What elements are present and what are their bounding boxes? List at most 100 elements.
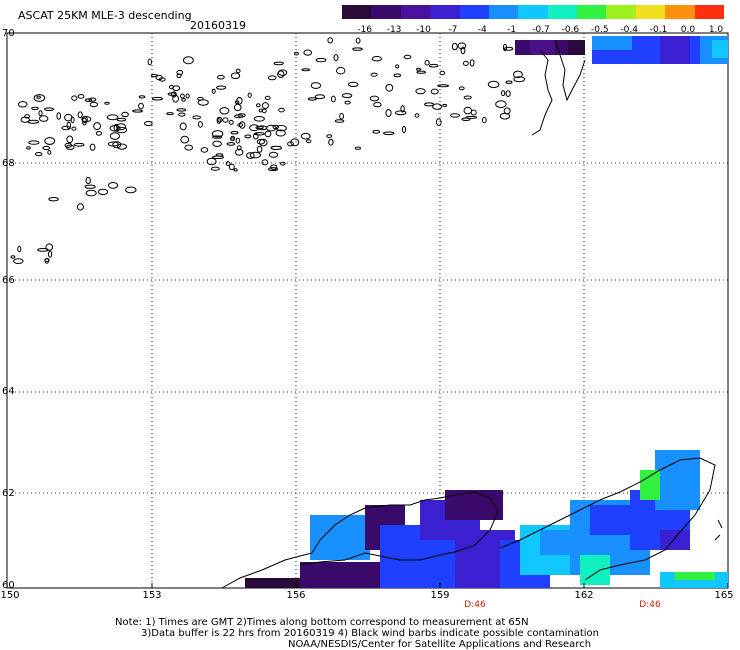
lake-outline xyxy=(501,90,506,97)
lake-outline xyxy=(481,117,487,124)
lake-outline xyxy=(117,143,127,150)
lat-label-66: 66 xyxy=(2,275,15,286)
lake-outline xyxy=(89,101,99,108)
lake-outline xyxy=(487,80,500,89)
colorbar-swatch xyxy=(400,5,431,19)
lake-outline xyxy=(354,146,361,150)
lake-outline xyxy=(300,132,311,140)
lake-outline xyxy=(216,85,227,90)
lake-outline xyxy=(465,115,478,119)
lake-outline xyxy=(84,184,96,189)
lake-outline xyxy=(184,144,193,151)
lake-outline xyxy=(457,42,467,50)
lake-outline xyxy=(416,67,421,71)
lake-outline xyxy=(64,113,73,122)
lake-outline xyxy=(372,129,381,134)
lake-outline xyxy=(253,116,265,122)
lake-outline xyxy=(234,114,244,119)
lake-outline xyxy=(112,141,122,149)
lake-outlines xyxy=(10,37,526,265)
lake-outline xyxy=(200,147,209,153)
colorbar-label: 0.0 xyxy=(680,25,696,35)
lake-outline xyxy=(327,37,334,44)
colorbar-label: -4 xyxy=(477,25,487,35)
lake-outline xyxy=(505,80,513,84)
lon-label-159: 159 xyxy=(430,590,450,601)
note-line-3: NOAA/NESDIS/Center for Satellite Applica… xyxy=(288,639,592,650)
lake-outline xyxy=(352,47,363,51)
lake-outline xyxy=(430,88,439,95)
colorbar-label: -1 xyxy=(507,25,517,35)
lake-outline xyxy=(235,137,241,144)
lon-label-150: 150 xyxy=(0,590,20,601)
lake-outline xyxy=(178,112,186,117)
lake-outline xyxy=(385,83,394,92)
lat-label-64: 64 xyxy=(2,386,15,397)
lake-outline xyxy=(65,144,75,151)
lake-outline xyxy=(230,72,241,80)
lake-outline xyxy=(256,145,263,153)
lake-outline xyxy=(460,46,466,55)
lake-outline xyxy=(10,255,16,259)
lake-outline xyxy=(225,161,231,167)
lat-label-62: 62 xyxy=(2,488,15,499)
lake-outline xyxy=(326,134,333,139)
lake-outline xyxy=(303,49,313,56)
colorbar-label: -0.4 xyxy=(620,25,638,35)
lake-outline xyxy=(385,109,392,117)
lake-outline xyxy=(237,123,244,127)
lake-outline xyxy=(347,81,359,88)
lake-outline xyxy=(373,101,382,108)
lake-outline xyxy=(230,137,235,141)
lake-outline xyxy=(278,69,288,76)
lake-outline xyxy=(429,63,439,68)
lake-outline xyxy=(132,109,144,113)
lake-outline xyxy=(290,138,300,147)
lat-label-68: 68 xyxy=(2,158,15,169)
colorbar-label: -0.7 xyxy=(532,25,550,35)
lake-outline xyxy=(314,94,325,100)
lon-label-156: 156 xyxy=(286,590,306,601)
lake-outline xyxy=(121,111,129,118)
lake-outline xyxy=(268,167,278,172)
lake-outline xyxy=(88,97,97,102)
lake-outline xyxy=(116,117,127,122)
lake-outline xyxy=(261,159,269,166)
lake-outline xyxy=(458,86,465,91)
lake-outline xyxy=(432,103,443,110)
lake-outline xyxy=(222,117,229,123)
lake-outline xyxy=(66,121,72,130)
lake-outline xyxy=(513,70,523,79)
lake-outline xyxy=(339,112,345,120)
lake-outline xyxy=(233,103,242,112)
lake-outline xyxy=(228,163,235,171)
lake-outline xyxy=(502,43,508,52)
colorbar-swatch xyxy=(577,5,607,19)
lake-outline xyxy=(235,68,241,74)
colorbar-label: -13 xyxy=(386,25,402,35)
lake-outline xyxy=(180,135,190,144)
lake-outline xyxy=(470,109,477,116)
lake-outline xyxy=(469,59,475,67)
lake-outline xyxy=(45,243,54,251)
lake-outline xyxy=(206,157,217,166)
colorbar-swatch xyxy=(547,5,578,19)
lake-outline xyxy=(34,152,43,157)
colorbar-label: -16 xyxy=(357,25,373,35)
lake-outline xyxy=(463,106,473,115)
lake-outline xyxy=(261,108,267,114)
lake-outline xyxy=(108,182,119,189)
lake-outline xyxy=(71,126,77,131)
colorbar-swatch xyxy=(665,5,696,19)
lake-outline xyxy=(77,111,83,119)
lake-outline xyxy=(328,138,334,146)
lake-outline xyxy=(401,125,407,134)
lake-outline xyxy=(257,125,268,131)
lake-outline xyxy=(275,125,287,132)
lake-outline xyxy=(247,92,252,98)
lake-outline xyxy=(395,64,400,69)
axis-ticks xyxy=(6,583,729,588)
lake-outline xyxy=(219,107,230,115)
colorbar-swatch xyxy=(635,5,666,19)
